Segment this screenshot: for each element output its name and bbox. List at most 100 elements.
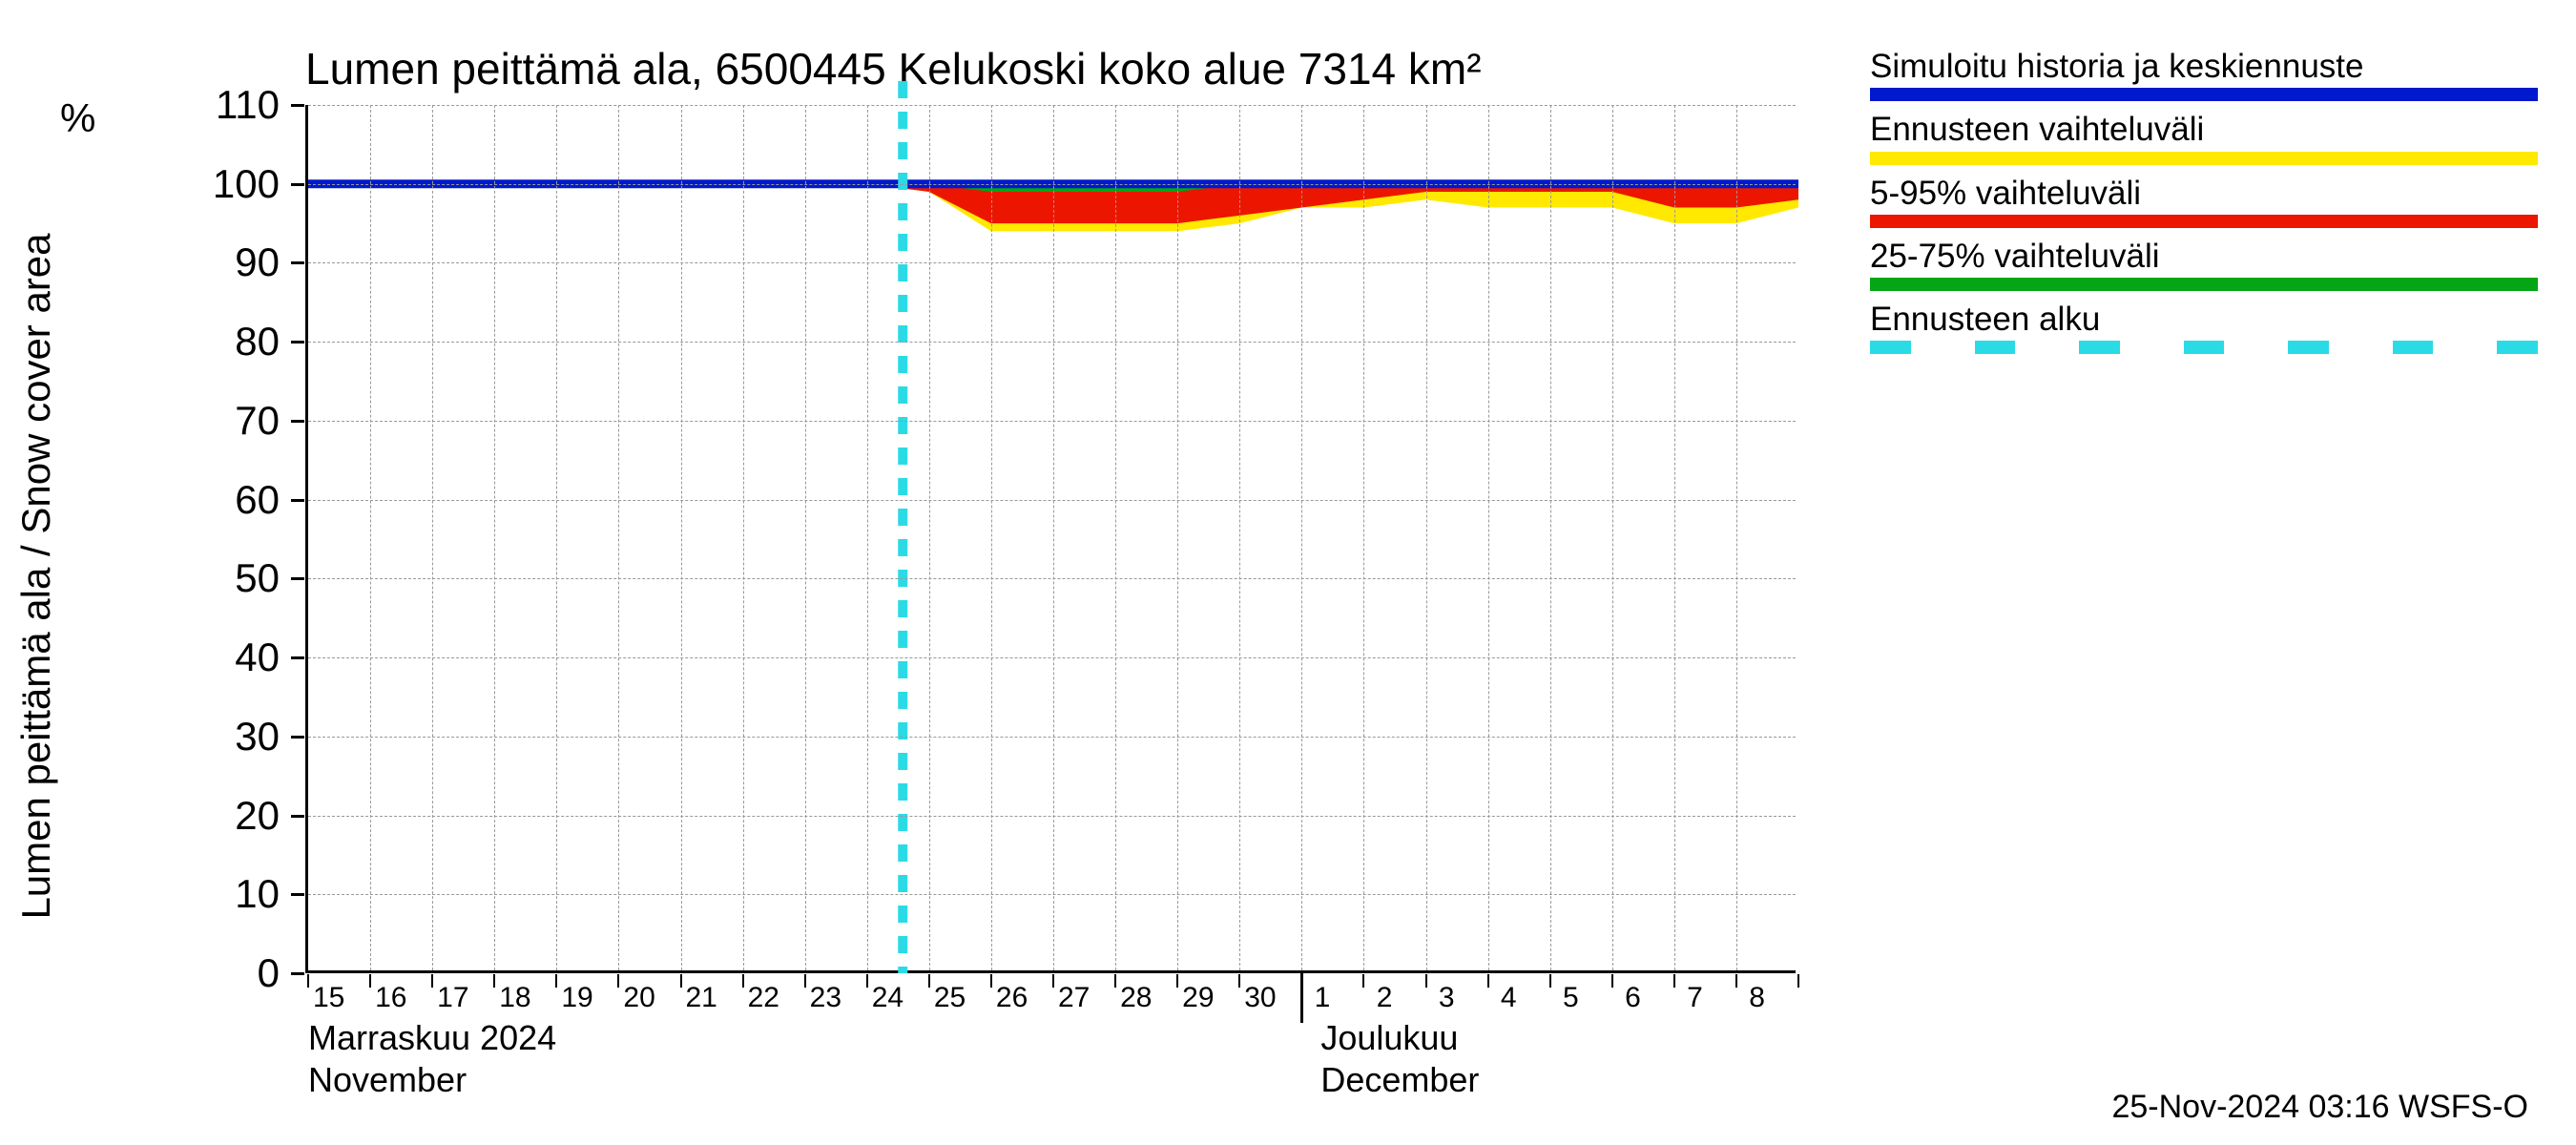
vertical-gridline	[1177, 105, 1178, 970]
y-axis-label: Lumen peittämä ala / Snow cover area	[13, 99, 59, 1053]
legend-item: Simuloitu historia ja keskiennuste	[1870, 48, 2538, 101]
x-tick	[1425, 974, 1427, 988]
horizontal-gridline	[308, 816, 1796, 817]
x-month-label-en: November	[308, 1060, 467, 1100]
x-tick	[1797, 974, 1799, 988]
x-tick-label: 25	[934, 982, 966, 1014]
vertical-gridline	[867, 105, 868, 970]
x-tick-label: 5	[1563, 982, 1579, 1014]
x-tick	[1176, 974, 1178, 988]
legend-item: 5-95% vaihteluväli	[1870, 175, 2538, 228]
x-tick	[1673, 974, 1675, 988]
x-tick	[1362, 974, 1364, 988]
horizontal-gridline	[308, 500, 1796, 501]
horizontal-gridline	[308, 342, 1796, 343]
horizontal-gridline	[308, 657, 1796, 658]
x-tick-label: 23	[810, 982, 841, 1014]
y-tick-label: 50	[184, 555, 280, 601]
x-tick	[680, 974, 682, 988]
x-tick-label: 21	[686, 982, 717, 1014]
y-tick-label: 30	[184, 714, 280, 760]
x-tick-label: 29	[1182, 982, 1214, 1014]
y-tick-label: 80	[184, 319, 280, 364]
vertical-gridline	[1426, 105, 1427, 970]
legend-swatch	[1870, 278, 2538, 291]
vertical-gridline	[743, 105, 744, 970]
legend-label: 5-95% vaihteluväli	[1870, 175, 2538, 213]
x-tick	[1735, 974, 1737, 988]
legend-item: Ennusteen vaihteluväli	[1870, 111, 2538, 164]
y-tick	[291, 577, 304, 580]
x-tick-label: 19	[561, 982, 592, 1014]
x-tick	[1611, 974, 1613, 988]
vertical-gridline	[1301, 105, 1302, 970]
horizontal-gridline	[308, 578, 1796, 579]
legend-swatch	[1870, 88, 2538, 101]
x-tick	[1487, 974, 1489, 988]
legend: Simuloitu historia ja keskiennuste Ennust…	[1870, 48, 2538, 364]
footer-timestamp: 25-Nov-2024 03:16 WSFS-O	[2111, 1089, 2528, 1126]
y-tick	[291, 656, 304, 659]
x-tick-label: 8	[1749, 982, 1765, 1014]
y-tick-label: 100	[184, 161, 280, 207]
x-tick	[307, 974, 309, 988]
horizontal-gridline	[308, 184, 1796, 185]
vertical-gridline	[1736, 105, 1737, 970]
x-tick-label: 4	[1501, 982, 1517, 1014]
x-tick	[990, 974, 992, 988]
legend-label: Simuloitu historia ja keskiennuste	[1870, 48, 2538, 86]
horizontal-gridline	[308, 421, 1796, 422]
horizontal-gridline	[308, 105, 1796, 106]
y-tick-label: 90	[184, 239, 280, 285]
legend-item: Ennusteen alku	[1870, 301, 2538, 354]
y-tick-label: 0	[184, 950, 280, 996]
legend-label: Ennusteen alku	[1870, 301, 2538, 339]
x-month-label-fi: Marraskuu 2024	[308, 1018, 556, 1058]
x-tick	[1114, 974, 1116, 988]
x-tick-label: 28	[1120, 982, 1152, 1014]
x-tick	[617, 974, 619, 988]
horizontal-gridline	[308, 894, 1796, 895]
y-tick	[291, 420, 304, 423]
vertical-gridline	[1612, 105, 1613, 970]
x-tick-label: 27	[1058, 982, 1090, 1014]
x-month-label-en: December	[1320, 1060, 1479, 1100]
x-tick	[1549, 974, 1551, 988]
chart-plot-area: 0102030405060708090100110151617181920212…	[305, 105, 1796, 973]
y-tick-label: 70	[184, 398, 280, 444]
vertical-gridline	[1115, 105, 1116, 970]
legend-label: 25-75% vaihteluväli	[1870, 238, 2538, 276]
vertical-gridline	[681, 105, 682, 970]
x-tick-label: 18	[499, 982, 530, 1014]
y-axis-unit: %	[60, 95, 95, 141]
x-tick-label: 15	[313, 982, 344, 1014]
x-tick-label: 3	[1439, 982, 1455, 1014]
y-tick	[291, 183, 304, 186]
x-tick-label: 20	[623, 982, 654, 1014]
x-tick-label: 22	[748, 982, 779, 1014]
vertical-gridline	[494, 105, 495, 970]
y-tick-label: 10	[184, 871, 280, 917]
x-tick	[1238, 974, 1240, 988]
x-tick-label: 26	[996, 982, 1028, 1014]
legend-item: 25-75% vaihteluväli	[1870, 238, 2538, 291]
x-tick	[369, 974, 371, 988]
x-tick	[555, 974, 557, 988]
x-tick-label: 30	[1244, 982, 1276, 1014]
chart-title: Lumen peittämä ala, 6500445 Kelukoski ko…	[305, 43, 1482, 94]
x-tick	[804, 974, 806, 988]
x-tick-label: 1	[1315, 982, 1331, 1014]
vertical-gridline	[556, 105, 557, 970]
y-tick	[291, 815, 304, 818]
vertical-gridline	[805, 105, 806, 970]
y-tick	[291, 341, 304, 344]
x-tick-label: 7	[1687, 982, 1703, 1014]
legend-label: Ennusteen vaihteluväli	[1870, 111, 2538, 149]
vertical-gridline	[1550, 105, 1551, 970]
x-tick	[928, 974, 930, 988]
x-tick-label: 2	[1377, 982, 1393, 1014]
x-tick	[1052, 974, 1054, 988]
vertical-gridline	[1363, 105, 1364, 970]
y-tick	[291, 261, 304, 264]
legend-swatch	[1870, 215, 2538, 228]
